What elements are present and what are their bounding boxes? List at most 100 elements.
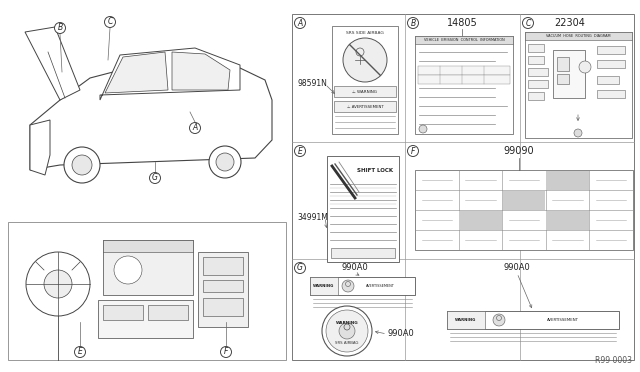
Bar: [502, 190, 545, 209]
Bar: [528, 56, 544, 64]
Circle shape: [294, 17, 305, 29]
Bar: [525, 32, 632, 138]
Bar: [203, 280, 243, 292]
Text: AVERTISSEMENT: AVERTISSEMENT: [547, 318, 579, 322]
Text: 990A0: 990A0: [387, 330, 413, 339]
Text: C: C: [108, 17, 113, 26]
Bar: [310, 277, 415, 295]
Bar: [327, 156, 399, 262]
Circle shape: [339, 323, 355, 339]
Bar: [597, 76, 619, 84]
Polygon shape: [172, 52, 230, 90]
Bar: [415, 170, 633, 250]
Circle shape: [326, 310, 368, 352]
Circle shape: [216, 153, 234, 171]
Text: 14805: 14805: [447, 18, 477, 28]
Text: B: B: [58, 23, 63, 32]
Circle shape: [322, 306, 372, 356]
Bar: [103, 305, 143, 320]
Text: B: B: [410, 19, 415, 28]
Bar: [447, 311, 485, 329]
Circle shape: [294, 263, 305, 273]
Bar: [334, 86, 396, 97]
Bar: [597, 90, 625, 98]
Bar: [557, 74, 569, 84]
Polygon shape: [105, 52, 168, 93]
Text: VACUUM  HOSE  ROUTING  DIAGRAM: VACUUM HOSE ROUTING DIAGRAM: [547, 34, 611, 38]
Text: G: G: [152, 173, 158, 183]
Bar: [98, 300, 193, 338]
Bar: [331, 248, 395, 258]
Bar: [203, 298, 243, 316]
Polygon shape: [30, 120, 50, 175]
Circle shape: [294, 145, 305, 157]
Text: ⚠ AVERTISSEMENT: ⚠ AVERTISSEMENT: [347, 105, 383, 109]
Text: SHIFT LOCK: SHIFT LOCK: [357, 167, 393, 173]
Text: 990A0: 990A0: [342, 263, 369, 273]
Text: 990A0: 990A0: [504, 263, 531, 273]
Text: G: G: [297, 263, 303, 273]
Text: WARNING: WARNING: [314, 284, 335, 288]
Circle shape: [574, 129, 582, 137]
Bar: [198, 252, 248, 327]
Bar: [528, 68, 548, 76]
Bar: [418, 75, 510, 84]
Circle shape: [342, 280, 354, 292]
Circle shape: [343, 38, 387, 82]
Polygon shape: [30, 62, 272, 170]
Bar: [415, 36, 513, 134]
Circle shape: [419, 125, 427, 133]
Bar: [332, 26, 398, 134]
Bar: [148, 305, 188, 320]
Bar: [355, 164, 397, 176]
Text: 99090: 99090: [504, 146, 534, 156]
Circle shape: [522, 17, 534, 29]
Text: SRS SIDE AIRBAG: SRS SIDE AIRBAG: [346, 31, 384, 35]
Bar: [528, 92, 544, 100]
Text: F: F: [411, 147, 415, 155]
Text: ⚠ WARNING: ⚠ WARNING: [353, 90, 378, 93]
Circle shape: [26, 252, 90, 316]
Text: 34991M: 34991M: [297, 212, 328, 221]
Bar: [103, 240, 193, 295]
Text: 98591N: 98591N: [298, 80, 328, 89]
Text: VEHICLE  EMISSION  CONTROL  INFORMATION: VEHICLE EMISSION CONTROL INFORMATION: [424, 38, 504, 42]
Bar: [528, 44, 544, 52]
Text: A: A: [298, 19, 303, 28]
Bar: [103, 240, 193, 252]
Text: WARNING: WARNING: [336, 321, 358, 325]
Bar: [415, 36, 513, 44]
Text: WARNING: WARNING: [455, 318, 477, 322]
Circle shape: [44, 270, 72, 298]
Circle shape: [209, 146, 241, 178]
Circle shape: [114, 256, 142, 284]
Text: C: C: [525, 19, 531, 28]
Bar: [553, 50, 585, 98]
Bar: [459, 211, 502, 230]
Circle shape: [493, 314, 505, 326]
Circle shape: [64, 147, 100, 183]
Circle shape: [408, 145, 419, 157]
Bar: [547, 211, 589, 230]
Bar: [597, 60, 625, 68]
Text: E: E: [77, 347, 83, 356]
Circle shape: [189, 122, 200, 134]
Circle shape: [104, 16, 115, 28]
Bar: [525, 32, 632, 40]
Text: 22304: 22304: [555, 18, 586, 28]
Bar: [203, 257, 243, 275]
Polygon shape: [25, 27, 80, 100]
Text: SRS AIRBAG: SRS AIRBAG: [335, 341, 359, 345]
Circle shape: [74, 346, 86, 357]
Circle shape: [408, 17, 419, 29]
Bar: [597, 46, 625, 54]
Bar: [547, 170, 589, 189]
Bar: [557, 57, 569, 71]
Text: E: E: [298, 147, 303, 155]
Circle shape: [54, 22, 65, 33]
Bar: [447, 311, 619, 329]
Text: R99 0003: R99 0003: [595, 356, 632, 365]
Bar: [334, 101, 396, 112]
Circle shape: [72, 155, 92, 175]
Text: AVERTISSEMENT: AVERTISSEMENT: [365, 284, 394, 288]
